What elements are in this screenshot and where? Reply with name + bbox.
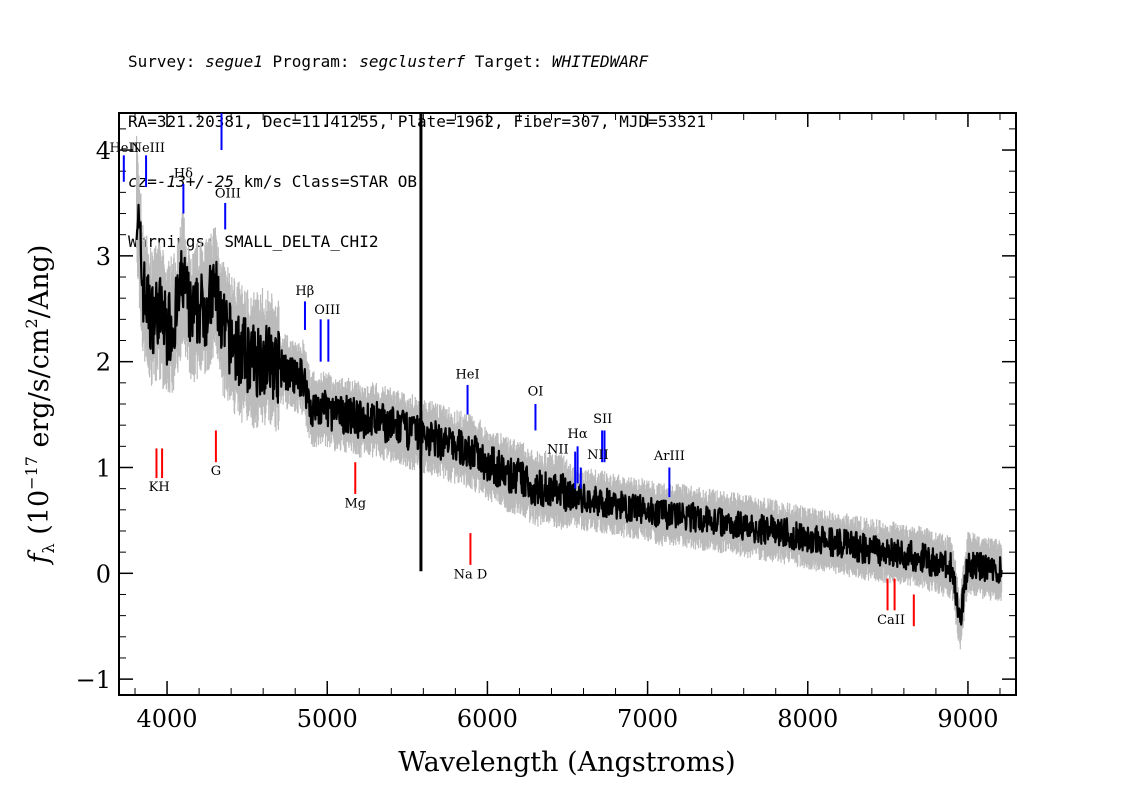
x-tick-label: 7000 — [617, 705, 678, 733]
absorption-line-label: CaII — [877, 613, 905, 628]
y-tick-label: 0 — [96, 560, 111, 588]
emission-line-label: HeI — [455, 368, 479, 383]
svg-text:fλ (10−17 erg/s/cm2/Ang): fλ (10−17 erg/s/cm2/Ang) — [22, 245, 58, 566]
emission-line-label: ArIII — [653, 449, 685, 464]
header-line-warnings: Warnings: SMALL_DELTA_CHI2 — [128, 232, 379, 251]
emission-line-label: HeII — [109, 141, 138, 156]
emission-line-label: OIII — [215, 187, 241, 202]
x-tick-label: 8000 — [777, 705, 838, 733]
header-line-survey: Survey: segue1 Program: segclusterf Targ… — [128, 52, 649, 71]
emission-line-label: NII — [547, 443, 569, 458]
x-tick-label: 4000 — [137, 705, 198, 733]
absorption-line-label: G — [211, 464, 221, 479]
y-tick-label: 4 — [96, 137, 111, 165]
y-tick-label: −1 — [76, 666, 111, 694]
emission-line-label: NII — [587, 448, 609, 463]
emission-line-label: Hβ — [295, 284, 314, 299]
emission-line-label: Hα — [568, 427, 588, 442]
header-line-redshift: cz=-13+/-25 km/s Class=STAR OB — [128, 172, 417, 191]
header-line-coordinates: RA=321.20381, Dec=11.41255, Plate=1962, … — [128, 112, 706, 131]
absorption-line-label: KH — [149, 480, 170, 495]
x-tick-label: 9000 — [937, 705, 998, 733]
emission-line-label: OIII — [314, 303, 340, 318]
y-tick-label: 1 — [96, 454, 111, 482]
absorption-line-label: Na D — [454, 568, 488, 583]
flux-spectrum — [135, 203, 1003, 626]
spectrum-header: Survey: segue1 Program: segclusterf Targ… — [128, 12, 706, 272]
y-tick-label: 3 — [96, 243, 111, 271]
error-spectrum — [136, 135, 1003, 650]
emission-line-label: NeIII — [131, 141, 165, 156]
x-axis-title: Wavelength (Angstroms) — [398, 747, 735, 778]
absorption-line-label: Mg — [344, 497, 366, 512]
x-tick-label: 5000 — [297, 705, 358, 733]
y-tick-label: 2 — [96, 349, 111, 377]
y-axis-title: fλ (10−17 erg/s/cm2/Ang) — [22, 245, 58, 566]
x-tick-label: 6000 — [457, 705, 518, 733]
emission-line-label: Hδ — [174, 167, 193, 182]
emission-line-label: SII — [593, 412, 612, 427]
emission-line-label: OI — [528, 385, 544, 400]
